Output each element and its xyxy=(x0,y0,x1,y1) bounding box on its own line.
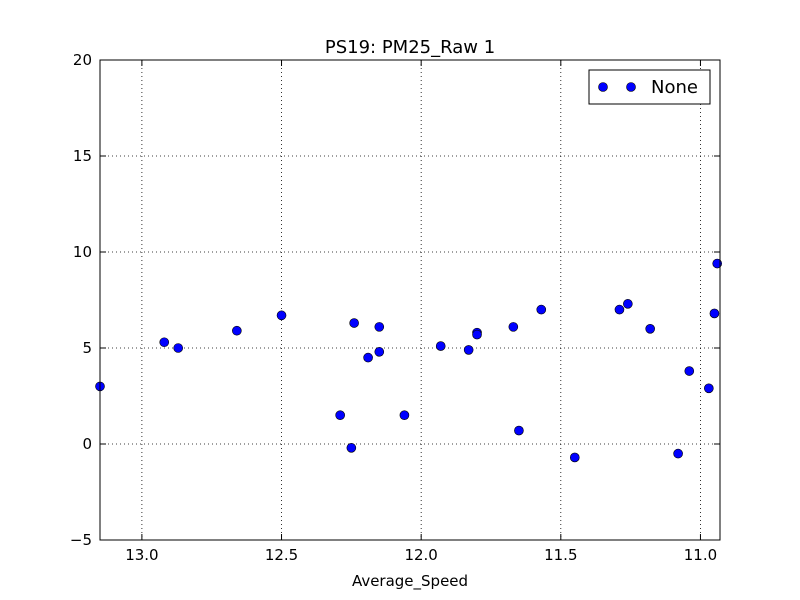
y-tick-label: 10 xyxy=(73,243,92,261)
data-point xyxy=(232,325,242,336)
data-point xyxy=(569,452,580,463)
data-point xyxy=(684,366,695,376)
y-tick-label: 15 xyxy=(73,147,92,165)
data-point xyxy=(514,425,524,436)
legend-marker xyxy=(598,82,608,92)
data-point xyxy=(623,299,633,309)
x-axis-label: Average_Speed xyxy=(352,572,468,591)
x-tick-label: 12.5 xyxy=(265,546,298,564)
chart-title: PS19: PM25_Raw 1 xyxy=(325,37,495,58)
data-point xyxy=(374,347,385,357)
data-point xyxy=(709,308,720,319)
legend-label: None xyxy=(651,77,698,98)
x-tick-label: 13.0 xyxy=(125,546,158,564)
y-tick-label: 0 xyxy=(82,435,92,453)
data-point xyxy=(536,304,547,315)
data-point xyxy=(346,443,357,453)
legend-marker xyxy=(626,82,636,92)
data-point xyxy=(173,343,183,353)
data-point xyxy=(159,337,170,348)
data-point xyxy=(463,345,474,355)
data-point xyxy=(435,341,446,351)
data-point xyxy=(614,304,625,315)
legend-box xyxy=(588,69,711,105)
data-point xyxy=(508,322,519,332)
data-point xyxy=(363,352,373,363)
y-tick-label: 5 xyxy=(82,339,92,357)
y-tick-label: 20 xyxy=(73,51,92,69)
x-tick-label: 11.0 xyxy=(684,546,717,564)
x-tick-label: 12.0 xyxy=(404,546,437,564)
data-point xyxy=(335,410,345,421)
data-point xyxy=(704,383,714,394)
data-point xyxy=(712,258,723,269)
data-points xyxy=(95,258,723,463)
data-point xyxy=(673,448,683,459)
data-point xyxy=(399,410,410,421)
data-point xyxy=(472,329,482,340)
data-point xyxy=(349,318,359,328)
axis-ticks: 13.0 12.5 12.0 11.5 11.0 −5 0 5 10 15 20 xyxy=(70,51,720,564)
data-point xyxy=(276,310,287,321)
y-tick-label: −5 xyxy=(70,531,92,549)
data-point xyxy=(374,322,385,332)
x-tick-label: 11.5 xyxy=(544,546,577,564)
plot-frame xyxy=(99,59,721,541)
data-point xyxy=(645,323,655,334)
legend: None xyxy=(588,69,711,105)
